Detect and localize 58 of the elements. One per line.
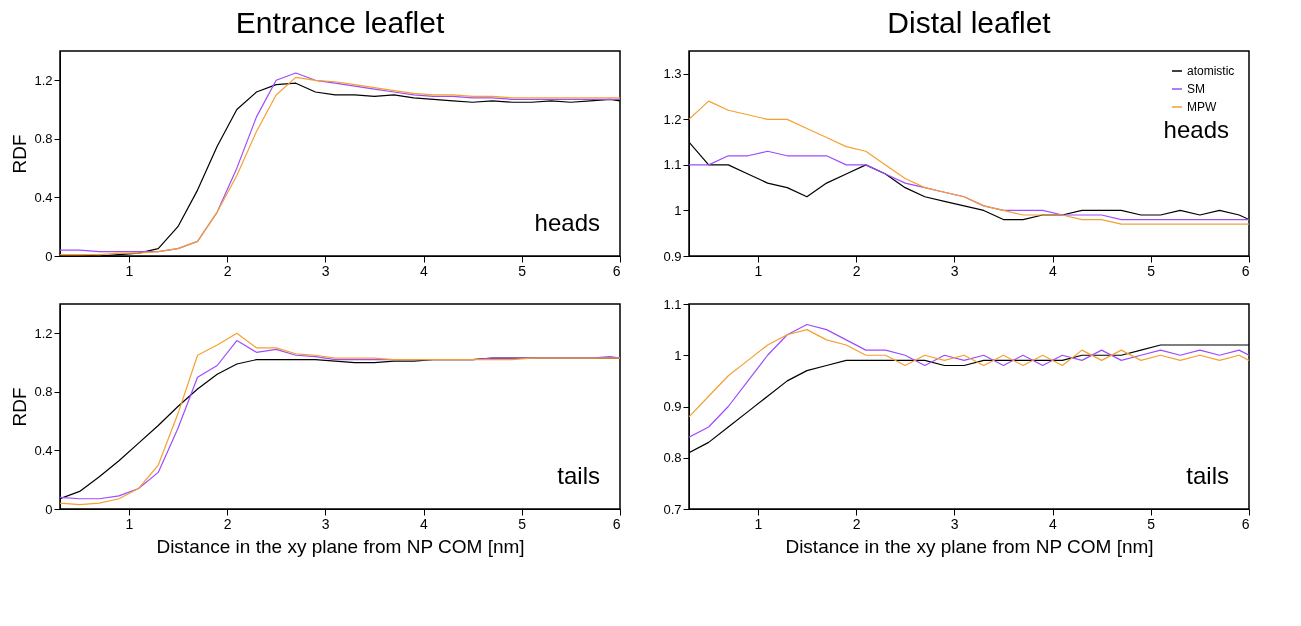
x-tick-label: 3	[321, 262, 330, 279]
y-tick-label: 1.2	[34, 325, 53, 341]
y-tick-label: 1.1	[663, 157, 682, 173]
x-tick-label: 3	[950, 262, 959, 279]
y-axis-title: RDF	[9, 387, 31, 427]
line-series	[689, 100, 1249, 225]
x-tick-label: 2	[223, 515, 232, 532]
x-tick-label: 3	[321, 515, 330, 532]
line-series	[689, 323, 1249, 438]
y-axis-title: RDF	[9, 134, 31, 174]
x-axis-title: Distance in the xy plane from NP COM [nm]	[156, 535, 525, 557]
x-tick-label: 5	[518, 515, 527, 532]
y-tick-label: 0.4	[34, 189, 53, 205]
x-axis-title: Distance in the xy plane from NP COM [nm]	[785, 535, 1154, 557]
y-tick-label: 1.2	[663, 111, 682, 127]
y-tick-label: 0.9	[663, 399, 682, 414]
y-tick-label: 0	[45, 501, 53, 517]
chart-title: Entrance leaflet	[235, 6, 445, 39]
annotation: heads	[1163, 116, 1229, 144]
x-tick-label: 5	[1147, 262, 1156, 279]
x-tick-label: 2	[852, 262, 861, 279]
y-tick-label: 1	[674, 347, 682, 363]
chart-title: Distal leaflet	[887, 6, 1052, 39]
x-tick-label: 5	[1147, 515, 1156, 532]
y-tick-label: 0.8	[34, 131, 53, 147]
x-tick-label: 6	[1241, 515, 1250, 532]
x-tick-label: 1	[754, 515, 763, 532]
x-tick-label: 3	[950, 515, 959, 532]
line-series	[689, 329, 1249, 418]
annotation: tails	[1186, 462, 1229, 489]
y-tick-label: 1.1	[663, 296, 682, 312]
y-tick-label: 1	[674, 202, 682, 218]
annotation: heads	[534, 209, 600, 236]
y-tick-label: 0	[45, 248, 53, 264]
y-tick-label: 0.7	[663, 501, 682, 517]
x-tick-label: 1	[125, 515, 134, 532]
x-tick-label: 4	[1049, 515, 1058, 532]
x-tick-label: 4	[420, 262, 429, 279]
y-tick-label: 0.9	[663, 248, 682, 264]
legend-label: atomistic	[1187, 64, 1235, 78]
legend-label: MPW	[1187, 100, 1217, 114]
y-tick-label: 1.2	[34, 72, 53, 88]
x-tick-label: 5	[518, 262, 527, 279]
x-tick-label: 6	[612, 262, 621, 279]
x-tick-label: 6	[1241, 262, 1250, 279]
y-tick-label: 0.4	[34, 442, 53, 458]
x-tick-label: 2	[852, 515, 861, 532]
y-tick-label: 0.8	[34, 384, 53, 400]
legend-label: SM	[1187, 82, 1205, 96]
y-tick-label: 0.8	[663, 450, 682, 466]
y-tick-label: 1.3	[663, 66, 682, 82]
x-tick-label: 1	[754, 262, 763, 279]
x-tick-label: 4	[420, 515, 429, 532]
x-tick-label: 6	[612, 515, 621, 532]
annotation: tails	[557, 462, 600, 489]
x-tick-label: 2	[223, 262, 232, 279]
x-tick-label: 1	[125, 262, 134, 279]
x-tick-label: 4	[1049, 262, 1058, 279]
